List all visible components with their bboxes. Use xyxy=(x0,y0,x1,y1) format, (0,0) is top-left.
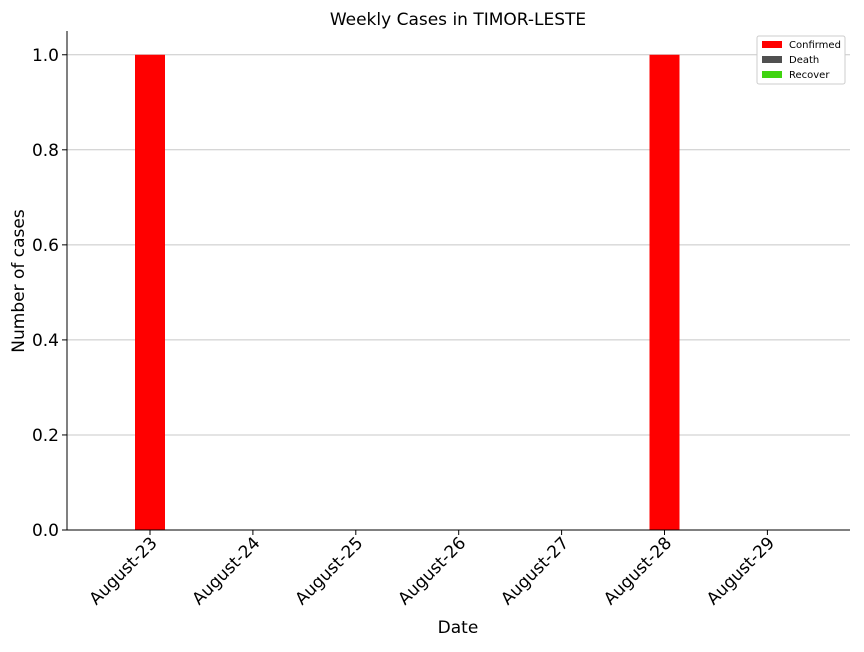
y-axis-label: Number of cases xyxy=(9,209,29,353)
x-tick-label: August-27 xyxy=(497,533,573,609)
y-tick-label: 0.2 xyxy=(32,426,59,446)
y-tick-label: 0.0 xyxy=(32,521,59,541)
axes xyxy=(66,31,850,531)
bar-confirmed xyxy=(649,54,680,531)
x-tick-label: August-26 xyxy=(394,533,470,609)
x-ticks: August-23 August-24 August-25 August-26 Augu… xyxy=(86,530,779,609)
legend-items: Confirmed Death Recover xyxy=(762,40,841,81)
legend: Confirmed Death Recover xyxy=(756,35,846,85)
gridlines xyxy=(67,54,850,436)
x-tick-label: August-25 xyxy=(291,533,367,609)
y-tick-label: 0.6 xyxy=(32,236,59,256)
x-tick-label: August-24 xyxy=(189,533,265,609)
x-axis-label: Date xyxy=(438,618,479,638)
legend-label: Death xyxy=(789,55,819,66)
bars xyxy=(135,54,680,531)
x-tick-label: August-23 xyxy=(86,533,162,609)
chart-title: Weekly Cases in TIMOR-LESTE xyxy=(330,10,586,30)
bar-confirmed xyxy=(135,54,165,531)
legend-label: Confirmed xyxy=(789,40,841,51)
legend-swatch-recover xyxy=(762,71,782,78)
legend-label: Recover xyxy=(789,70,830,81)
y-ticks: 0.0 0.2 0.4 0.6 0.8 1.0 xyxy=(32,46,67,541)
x-tick-label: August-29 xyxy=(703,533,779,609)
y-tick-label: 0.8 xyxy=(32,141,59,161)
y-tick-label: 1.0 xyxy=(32,46,59,66)
x-tick-label: August-28 xyxy=(600,533,676,609)
y-tick-label: 0.4 xyxy=(32,331,59,351)
legend-swatch-confirmed xyxy=(762,41,782,48)
legend-swatch-death xyxy=(762,56,782,63)
